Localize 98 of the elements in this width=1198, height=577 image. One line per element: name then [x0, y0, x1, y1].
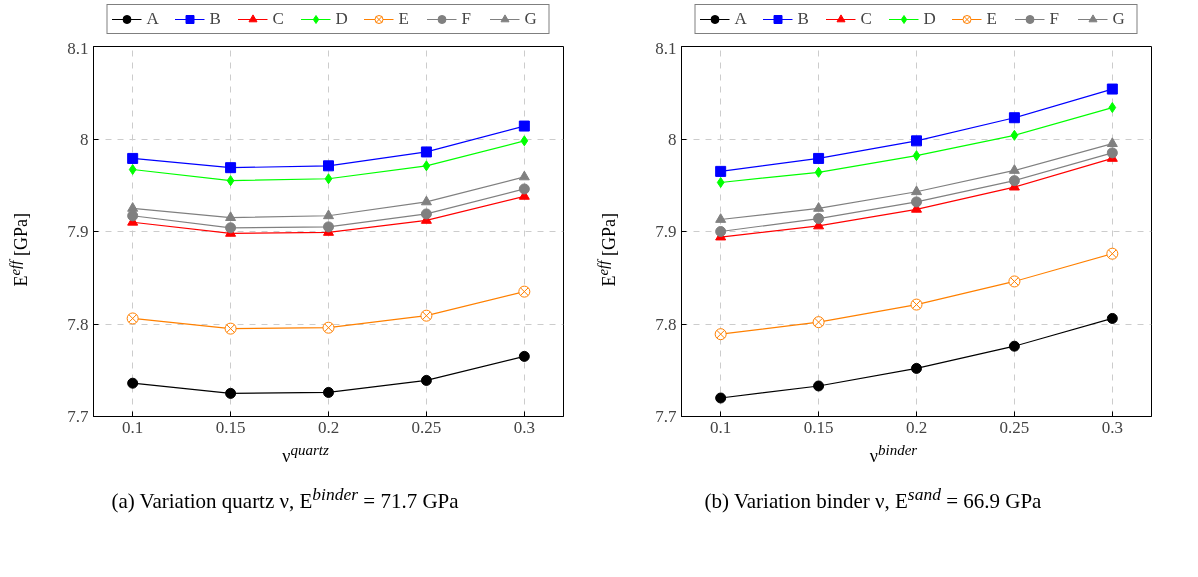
legend-label: F	[1049, 9, 1060, 29]
legend-label: E	[398, 9, 410, 29]
x-axis-title: ν$^{quartz}$	[281, 441, 330, 468]
point	[225, 222, 237, 234]
point	[127, 202, 139, 212]
point	[420, 374, 432, 386]
x-tick-label: 0.15	[803, 417, 834, 437]
y-tick-label: 7.7	[67, 407, 89, 426]
x-tick-label: 0.1	[710, 417, 732, 437]
point	[518, 183, 530, 195]
legend-label: C	[272, 9, 285, 29]
point	[127, 210, 139, 222]
legend-label: F	[461, 9, 472, 29]
point	[324, 173, 333, 185]
point	[323, 209, 334, 220]
y-tick-label: 7.9	[655, 222, 677, 241]
point	[1106, 137, 1118, 148]
legend-label: G	[1112, 9, 1126, 29]
point	[715, 213, 727, 223]
point	[1008, 112, 1020, 124]
point	[226, 175, 235, 187]
x-tick-label: 0.2	[317, 417, 340, 437]
point	[1106, 147, 1118, 159]
text: (a) Variation quartz ν, E$^{binder}$ = 71.7 GPa	[110, 483, 460, 515]
point	[1108, 102, 1117, 114]
point	[518, 350, 530, 362]
point	[911, 362, 922, 374]
point	[420, 146, 432, 158]
point	[1106, 247, 1119, 260]
legend-label: D	[335, 9, 349, 29]
x-tick-label: 0.3	[1101, 417, 1123, 437]
point	[912, 150, 921, 162]
point	[813, 213, 825, 225]
point	[714, 328, 727, 341]
y-tick-label: 7.8	[655, 314, 677, 334]
point	[715, 226, 727, 237]
point	[1106, 83, 1118, 95]
x-tick-label: 0.15	[215, 417, 246, 437]
point	[420, 309, 433, 322]
legend-label: B	[797, 9, 810, 29]
point	[1008, 164, 1020, 174]
point	[1010, 129, 1019, 141]
x-axis-title: ν$^{binder}$	[868, 441, 919, 468]
y-tick-label: 8.1	[67, 38, 89, 58]
point	[1106, 312, 1118, 324]
text: (b) Variation binder ν, E$^{sand}$ = 66.9 GPa	[703, 483, 1043, 515]
point	[420, 208, 432, 220]
point	[911, 135, 922, 147]
x-tick-label: 0.25	[999, 417, 1030, 437]
point	[518, 285, 531, 298]
point	[813, 202, 825, 212]
point	[716, 176, 725, 188]
y-tick-label: 7.7	[655, 407, 677, 426]
point	[225, 211, 237, 222]
x-tick-label: 0.2	[905, 417, 928, 437]
x-tick-label: 0.3	[513, 417, 535, 437]
legend-label: A	[734, 9, 748, 29]
point	[323, 386, 334, 398]
legend-label: E	[986, 9, 998, 29]
point	[127, 377, 139, 389]
legend-label: A	[146, 9, 160, 29]
y-tick-label: 8	[80, 129, 89, 149]
legend-label: B	[209, 9, 222, 29]
point	[518, 120, 530, 132]
point	[127, 152, 139, 164]
point	[225, 387, 237, 399]
point	[225, 162, 237, 174]
point	[715, 165, 727, 177]
point	[520, 135, 529, 147]
point	[911, 185, 922, 196]
y-tick-label: 7.8	[67, 314, 89, 334]
legend-label: D	[923, 9, 937, 29]
y-tick-label: 7.9	[67, 222, 89, 241]
point	[224, 322, 237, 335]
point	[518, 170, 530, 181]
x-tick-label: 0.25	[411, 417, 442, 437]
point	[812, 316, 825, 329]
y-tick-label: 8.1	[655, 38, 677, 58]
point	[323, 221, 334, 233]
point	[911, 196, 922, 208]
point	[910, 298, 923, 311]
point	[814, 166, 823, 178]
point	[420, 195, 432, 206]
point	[322, 321, 335, 334]
point	[1008, 275, 1021, 288]
point	[126, 312, 139, 325]
point	[813, 380, 825, 392]
point	[715, 392, 727, 404]
legend-label: G	[524, 9, 538, 29]
point	[323, 160, 334, 172]
point	[128, 164, 137, 176]
x-tick-label: 0.1	[122, 417, 144, 437]
point	[1008, 340, 1020, 352]
point	[813, 152, 825, 164]
point	[1008, 175, 1020, 187]
legend-label: C	[860, 9, 873, 29]
point	[422, 160, 431, 172]
y-tick-label: 8	[668, 129, 677, 149]
